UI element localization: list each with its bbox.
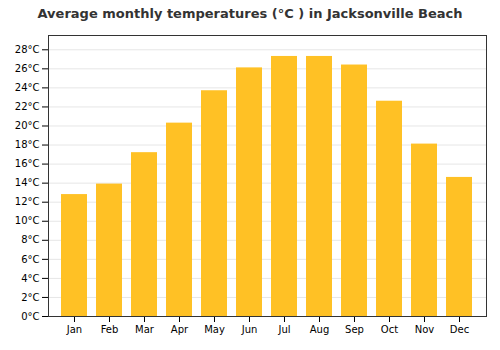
svg-text:Jun: Jun [241, 324, 258, 335]
svg-text:28°C: 28°C [15, 44, 40, 55]
svg-text:Sep: Sep [345, 324, 364, 335]
svg-text:24°C: 24°C [15, 82, 40, 93]
svg-text:Dec: Dec [450, 324, 469, 335]
svg-text:6°C: 6°C [21, 254, 39, 265]
svg-text:Aug: Aug [310, 324, 330, 335]
svg-text:26°C: 26°C [15, 63, 40, 74]
svg-text:Nov: Nov [415, 324, 435, 335]
svg-text:12°C: 12°C [15, 196, 40, 207]
svg-text:Apr: Apr [171, 324, 189, 335]
svg-text:May: May [204, 324, 225, 335]
svg-text:20°C: 20°C [15, 120, 40, 131]
svg-text:8°C: 8°C [21, 234, 39, 245]
svg-text:0°C: 0°C [21, 311, 39, 322]
svg-text:Feb: Feb [101, 324, 119, 335]
svg-text:2°C: 2°C [21, 292, 39, 303]
svg-text:16°C: 16°C [15, 158, 40, 169]
svg-text:Jan: Jan [66, 324, 82, 335]
svg-text:18°C: 18°C [15, 139, 40, 150]
svg-text:Jul: Jul [277, 324, 290, 335]
html-text:Average monthly temperatures (: Average monthly temperatures (°C ) in Ja… [37, 6, 463, 21]
svg-text:Mar: Mar [135, 324, 155, 335]
svg-text:4°C: 4°C [21, 273, 39, 284]
svg-text:14°C: 14°C [15, 177, 40, 188]
svg-text:22°C: 22°C [15, 101, 40, 112]
svg-text:10°C: 10°C [15, 215, 40, 226]
svg-text:Oct: Oct [381, 324, 398, 335]
